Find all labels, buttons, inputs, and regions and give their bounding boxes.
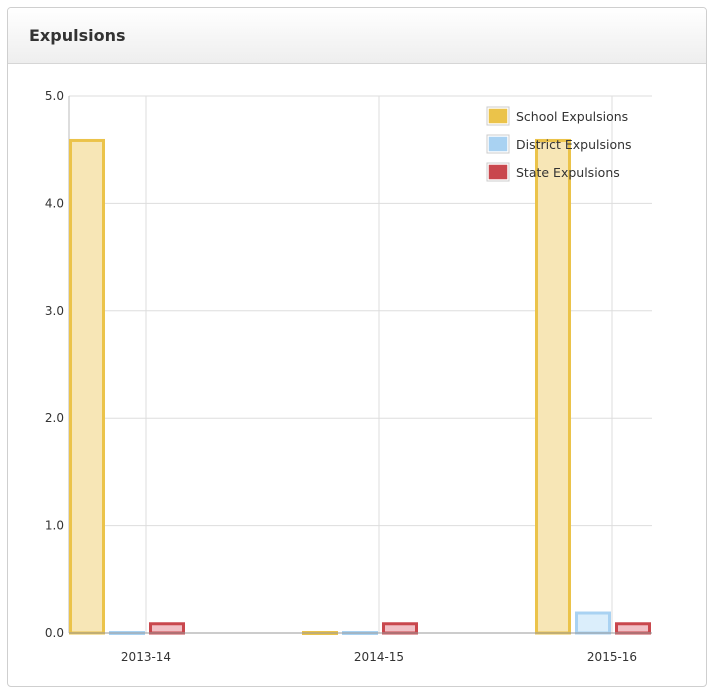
panel-title: Expulsions	[29, 26, 126, 45]
legend-swatch	[487, 135, 509, 153]
x-tick-label: 2013-14	[121, 650, 171, 664]
legend-label: State Expulsions	[516, 165, 620, 180]
legend-swatch-border	[486, 106, 510, 126]
legend-swatch	[487, 107, 509, 125]
x-tick-label: 2014-15	[354, 650, 404, 664]
y-tick-label: 0.0	[45, 626, 64, 640]
legend-swatch-border	[486, 134, 510, 154]
legend-swatch	[487, 163, 509, 181]
x-tick-label: 2015-16	[587, 650, 637, 664]
bar-school-expulsions[interactable]	[69, 138, 105, 635]
bar-state-expulsions[interactable]	[149, 622, 185, 635]
legend-label: District Expulsions	[516, 137, 632, 152]
y-tick-label: 4.0	[45, 196, 64, 210]
y-tick-label: 2.0	[45, 411, 64, 425]
y-tick-label: 1.0	[45, 519, 64, 533]
bar-state-expulsions[interactable]	[615, 622, 651, 635]
y-tick-label: 5.0	[45, 89, 64, 103]
y-tick-label: 3.0	[45, 304, 64, 318]
expulsions-panel: Expulsions	[7, 7, 707, 687]
panel-header: Expulsions	[8, 8, 706, 64]
bar-district-expulsions[interactable]	[575, 611, 611, 635]
legend-label: School Expulsions	[516, 109, 628, 124]
bar-school-expulsions[interactable]	[535, 138, 571, 635]
legend-swatch-border	[486, 162, 510, 182]
bar-state-expulsions[interactable]	[382, 622, 418, 635]
